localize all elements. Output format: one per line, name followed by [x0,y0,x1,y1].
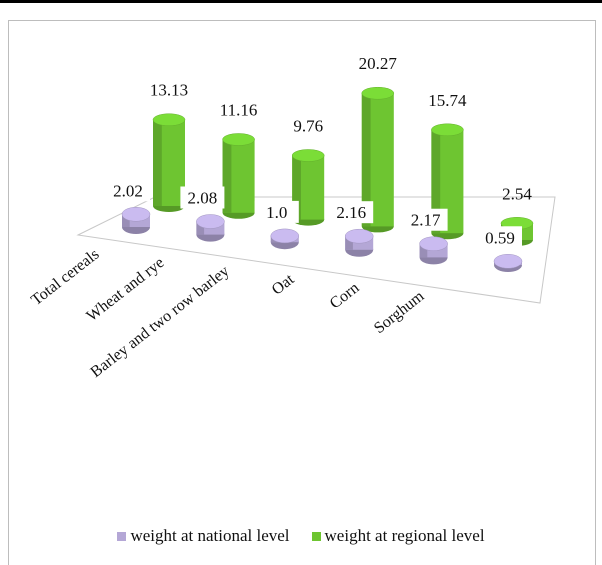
category-label-5: Sorghum [371,287,428,337]
legend-label-regional: weight at regional level [324,526,485,545]
bar-national-5 [493,254,523,272]
bar-national-1 [196,214,225,242]
legend-item-regional: weight at regional level [311,526,485,546]
legend-swatch-national [117,531,127,541]
bar-national-0 [121,207,151,234]
data-label-national-0: 2.02 [113,181,143,200]
bar-national-2 [270,228,300,250]
category-label-2: Barley and two row barley [88,263,233,381]
category-label-4: Corn [327,279,363,312]
bar-regional-0 [152,113,186,212]
bar-regional-1 [222,133,255,219]
legend-label-national: weight at national level [130,526,290,545]
data-label-regional-1: 11.16 [220,100,258,119]
bar-national-3 [344,228,374,257]
data-label-bg-national-1 [180,186,225,209]
data-label-national-2: 1.0 [266,203,287,222]
data-label-regional-0: 13.13 [150,81,188,100]
data-label-national-4: 2.17 [411,211,441,230]
data-label-national-3: 2.16 [336,203,366,222]
data-label-regional-4: 15.74 [428,91,467,110]
data-label-regional-5: 2.54 [502,184,532,203]
category-label-3: Oat [269,271,298,299]
data-label-bg-national-0 [106,179,150,202]
legend-swatch-regional [311,531,321,541]
data-label-bg-national-3 [329,201,374,224]
legend-item-national: weight at national level [117,526,290,546]
category-label-0: Total cereals [28,246,102,309]
chart-border [8,20,596,565]
data-label-bg-national-5 [478,226,522,249]
data-label-national-1: 2.08 [188,188,218,207]
top-rule [0,0,602,3]
legend: weight at national level weight at regio… [0,522,602,550]
data-label-regional-3: 20.27 [359,54,398,73]
data-label-regional-2: 9.76 [293,116,323,135]
data-label-bg-national-2 [254,200,299,223]
data-label-bg-national-4 [403,208,448,231]
data-label-national-5: 0.59 [485,228,515,247]
bar-national-4 [419,236,448,265]
